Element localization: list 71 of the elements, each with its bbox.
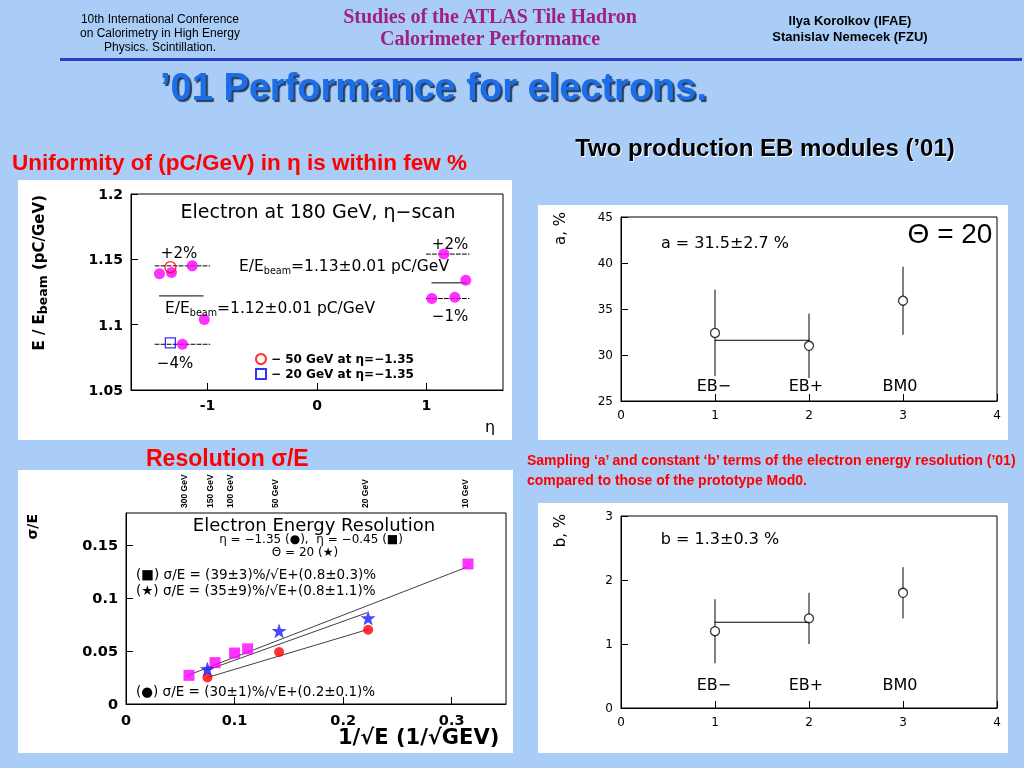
y-tick-label: 0.05: [82, 642, 118, 659]
annotation: BM0: [882, 375, 918, 395]
annotation: EB−: [696, 375, 732, 395]
x-tick-label: 0.2: [330, 711, 356, 728]
y-tick-label: 0: [107, 696, 118, 712]
text: 50 GeV: [270, 478, 280, 508]
annotation: EB−: [696, 674, 732, 694]
text: Ilya Korolkov (IFAE): [787, 13, 913, 28]
y-tick-label: 0: [605, 701, 613, 715]
annotation: EB+: [788, 674, 824, 694]
y-tick-label: 40: [597, 256, 613, 270]
x-tick-label: 3: [899, 408, 907, 422]
text: 20 GeV: [360, 478, 370, 508]
text: 100 GeV: [225, 474, 235, 508]
y-tick-label: 1.1: [98, 316, 123, 333]
chart-title: Uniformity of (pC/GeV) in η is within few %: [12, 150, 468, 176]
annotation: EB+: [788, 375, 824, 395]
x-tick-label: 1: [711, 715, 719, 729]
x-tick-label: 3: [899, 715, 907, 729]
text: 300 GeV: [179, 474, 189, 508]
text: Stanislav Nemecek (FZU): [771, 29, 929, 44]
chart-title: Two production EB modules (’01): [574, 134, 956, 162]
x-tick-label: 4: [993, 715, 1001, 729]
y-tick-label: 25: [597, 394, 613, 408]
legend-label: − 20 GeV at η=−1.35: [271, 367, 414, 381]
x-tick-label: 1: [421, 397, 432, 413]
y-tick-label: 1.2: [98, 186, 123, 202]
y-axis-title: a, %: [551, 212, 569, 245]
annotation: Θ = 20: [907, 217, 993, 249]
x-tick-label: 2: [805, 715, 813, 729]
annotation: −1%: [431, 307, 469, 325]
x-axis-title: η: [484, 416, 496, 436]
y-tick-label: 30: [597, 348, 613, 362]
x-tick-label: 0: [312, 397, 323, 413]
text: 10 GeV: [460, 478, 470, 508]
annotation: Electron at 180 GeV, η−scan: [180, 200, 456, 222]
y-axis-title: σ/E: [23, 514, 41, 540]
x-tick-label: 2: [805, 408, 813, 422]
y-tick-label: 1.05: [88, 382, 123, 398]
y-tick-label: 1: [605, 637, 613, 651]
annotation: (★) σ/E = (35±9)%/√E+(0.8±1.1)%: [136, 582, 376, 598]
y-tick-label: 0.15: [82, 536, 118, 553]
x-tick-label: 0: [617, 715, 625, 729]
y-tick-label: 1.15: [88, 251, 123, 268]
y-tick-label: 45: [597, 210, 613, 224]
annotation: a = 31.5±2.7 %: [660, 232, 790, 252]
y-tick-label: 0.1: [92, 589, 118, 606]
y-tick-label: 3: [605, 509, 613, 523]
y-tick-label: 35: [597, 302, 613, 316]
x-tick-label: 0: [617, 408, 625, 422]
annotation: BM0: [882, 674, 918, 694]
annotation: +2%: [431, 235, 469, 253]
annotation: b = 1.3±0.3 %: [660, 528, 780, 548]
x-axis-title: 1/√E (1/√GEV): [338, 725, 500, 749]
x-tick-label: 4: [993, 408, 1001, 422]
text: ’01 Performance for electrons.: [160, 66, 708, 109]
annotation: (■) σ/E = (39±3)%/√E+(0.8±0.3)%: [136, 566, 377, 582]
annotation: −4%: [156, 354, 194, 372]
y-axis-title: b, %: [551, 514, 569, 548]
annotation: +2%: [160, 244, 198, 262]
annotation: (●) σ/E = (30±1)%/√E+(0.2±0.1)%: [136, 683, 376, 699]
x-tick-label: 1: [711, 408, 719, 422]
y-tick-label: 2: [605, 573, 613, 587]
text: 10th International Conference on Calorimetry in High Energy Physics. Scintillation.: [78, 12, 242, 54]
x-tick-label: 0.1: [221, 711, 248, 728]
legend-label: − 50 GeV at η=−1.35: [271, 352, 414, 366]
chart-title: Resolution σ/E: [146, 445, 310, 472]
x-tick-label: -1: [199, 397, 216, 413]
chart-title: Sampling ‘a’ and constant ‘b’ terms of the electron energy resolution (’01) compared to those of the prototype Mod0.: [527, 451, 1017, 490]
text: 150 GeV: [205, 474, 215, 508]
text: Studies of the ATLAS Tile Hadron Calorimeter Performance: [342, 5, 638, 49]
